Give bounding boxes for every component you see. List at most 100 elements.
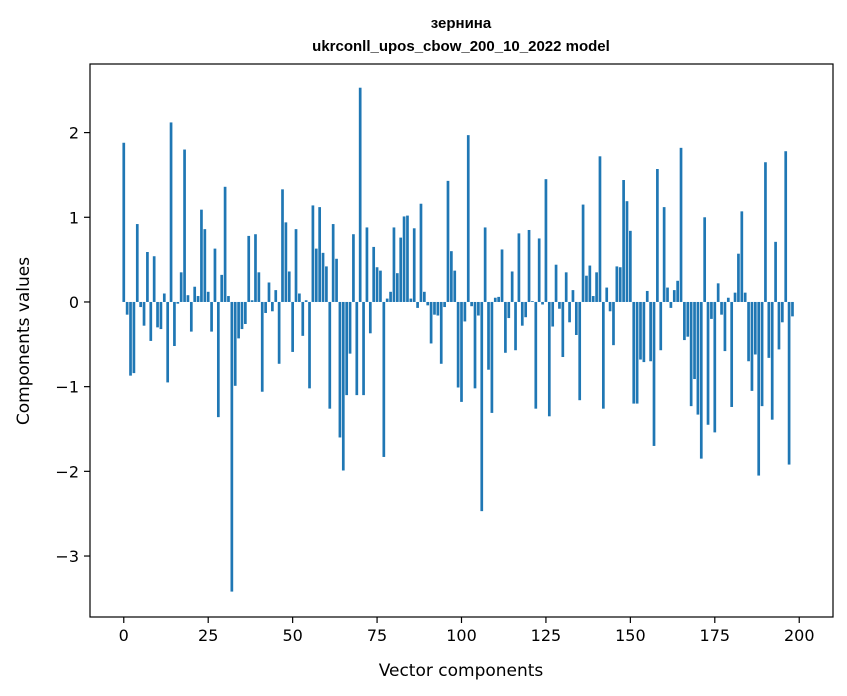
bar-143	[605, 287, 609, 302]
bar-43	[267, 282, 271, 302]
x-tick-label: 75	[367, 626, 387, 645]
y-axis-ticks: −3 −2 −1 0 1 2	[55, 124, 90, 566]
x-tick-label: 175	[700, 626, 731, 645]
bar-155	[645, 290, 649, 302]
bar-41	[260, 301, 264, 392]
bar-178	[723, 301, 727, 352]
bar-135	[578, 301, 582, 401]
bar-165	[679, 147, 683, 302]
bar-95	[443, 301, 446, 308]
bar-164	[676, 280, 679, 302]
bar-158	[656, 169, 659, 302]
bar-3	[132, 301, 136, 374]
bar-63	[335, 258, 338, 302]
bar-14	[169, 122, 173, 302]
bar-69	[355, 301, 359, 396]
bar-67	[348, 301, 352, 354]
bar-61	[328, 301, 332, 409]
bar-144	[608, 301, 612, 312]
bar-6	[142, 301, 146, 326]
bar-53	[301, 301, 305, 336]
bar-146	[615, 266, 619, 302]
bar-42	[264, 301, 267, 313]
x-tick-label: 100	[446, 626, 477, 645]
bar-100	[460, 301, 463, 402]
bar-129	[558, 301, 561, 309]
bar-151	[632, 301, 636, 404]
bar-9	[152, 256, 156, 302]
bar-7	[146, 252, 149, 302]
bar-99	[456, 301, 460, 388]
bar-94	[439, 301, 443, 364]
bar-185	[747, 301, 750, 362]
bar-68	[352, 234, 355, 302]
bar-183	[740, 211, 744, 302]
bar-198	[791, 301, 794, 317]
bar-60	[325, 266, 328, 302]
bar-97	[450, 251, 453, 302]
bar-93	[436, 301, 440, 316]
bar-73	[368, 301, 372, 334]
bar-75	[375, 267, 379, 302]
bar-130	[561, 301, 565, 358]
bar-114	[507, 301, 511, 319]
x-axis-label: Vector components	[379, 661, 544, 681]
bar-177	[720, 301, 723, 315]
bar-163	[672, 290, 676, 302]
bar-167	[686, 301, 690, 337]
bar-153	[639, 301, 642, 360]
bar-195	[780, 301, 784, 323]
x-tick-label: 0	[119, 626, 129, 645]
bar-119	[524, 301, 528, 318]
bar-108	[487, 301, 490, 370]
bar-77	[382, 301, 386, 457]
bar-89	[422, 291, 426, 302]
bar-22	[196, 296, 200, 302]
bar-56	[311, 205, 315, 302]
bar-27	[213, 248, 217, 302]
bar-10	[156, 301, 159, 328]
bar-84	[406, 215, 409, 302]
bar-166	[683, 301, 686, 341]
bar-148	[622, 180, 625, 302]
bar-44	[271, 301, 274, 312]
bar-184	[743, 292, 747, 302]
bars-group	[122, 87, 794, 592]
bar-24	[203, 229, 207, 302]
bar-23	[200, 209, 203, 302]
bar-197	[787, 301, 791, 465]
bar-168	[689, 301, 693, 407]
x-axis-ticks: 0 25 50 75 100 125 150 175 200	[119, 617, 815, 645]
bar-39	[254, 234, 257, 302]
bar-150	[629, 230, 632, 302]
bar-1	[125, 301, 129, 315]
bar-170	[696, 301, 700, 415]
bar-127	[551, 301, 555, 327]
bar-194	[777, 301, 781, 350]
bar-118	[520, 301, 524, 326]
bar-106	[480, 301, 484, 512]
bar-115	[510, 271, 514, 302]
bar-5	[139, 301, 143, 308]
bar-96	[446, 180, 450, 302]
bar-72	[365, 227, 369, 302]
bar-117	[517, 233, 521, 302]
bar-188	[757, 301, 761, 476]
bar-30	[223, 186, 227, 302]
bar-38	[250, 300, 254, 302]
bar-64	[338, 301, 342, 438]
chart-title-line1: зернина	[431, 15, 492, 32]
bar-49	[287, 271, 291, 302]
bar-36	[244, 301, 247, 324]
bar-161	[666, 287, 669, 302]
bar-66	[345, 301, 349, 396]
bar-116	[514, 301, 517, 351]
bar-65	[341, 301, 345, 471]
bar-26	[210, 301, 213, 332]
bar-8	[149, 301, 153, 341]
y-tick-label: −1	[55, 378, 79, 397]
bar-18	[183, 149, 186, 302]
bar-136	[581, 204, 585, 302]
bar-159	[659, 301, 663, 351]
bar-186	[750, 301, 754, 391]
